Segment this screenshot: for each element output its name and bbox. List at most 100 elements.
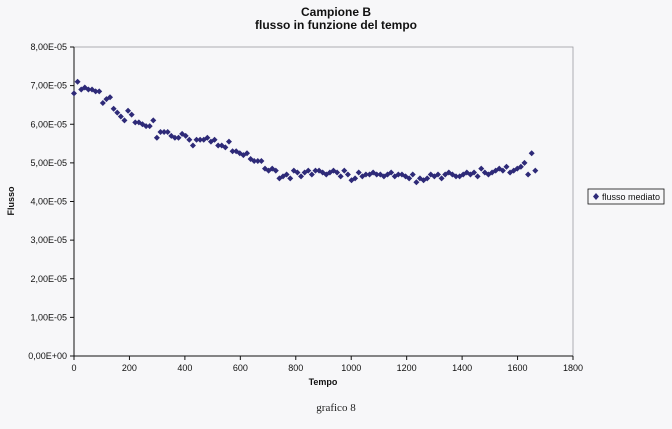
x-tick-label: 1200 [397, 363, 417, 373]
data-point [478, 165, 485, 172]
data-point [121, 117, 128, 124]
data-point [362, 171, 369, 178]
data-point [215, 142, 222, 149]
data-point [85, 86, 92, 93]
data-point [355, 169, 362, 176]
data-point [107, 94, 114, 101]
y-tick-label: 6,00E-05 [30, 119, 67, 129]
data-points [71, 78, 539, 186]
data-point [150, 117, 157, 124]
data-point [334, 169, 341, 176]
chart-subtitle: flusso in funzione del tempo [255, 18, 417, 32]
data-point [125, 107, 132, 114]
x-tick-label: 400 [177, 363, 192, 373]
data-point [474, 173, 481, 180]
x-tick-label: 1400 [452, 363, 472, 373]
data-point [186, 136, 193, 143]
legend-box [587, 188, 665, 205]
data-point [409, 171, 416, 178]
data-point [117, 113, 124, 120]
y-axis-label: Flusso [6, 186, 16, 216]
data-point [157, 128, 164, 135]
data-point [222, 144, 229, 151]
legend-marker-diamond-icon [593, 193, 599, 200]
data-point [525, 171, 532, 178]
data-point [283, 171, 290, 178]
y-tick-label: 3,00E-05 [30, 235, 67, 245]
y-ticks: 0,00E+00 1,00E-05 2,00E-05 3,00E-05 4,00E-05… [28, 42, 74, 361]
y-tick-label: 7,00E-05 [30, 81, 67, 91]
y-tick-label: 0,00E+00 [28, 351, 67, 361]
y-tick-label: 5,00E-05 [30, 158, 67, 168]
data-point [99, 100, 106, 107]
data-point [128, 111, 135, 118]
data-point [528, 150, 535, 157]
data-point [503, 163, 510, 170]
data-point [272, 167, 279, 174]
data-point [254, 157, 261, 164]
data-point [434, 171, 441, 178]
data-point [438, 175, 445, 182]
y-tick-label: 2,00E-05 [30, 274, 67, 284]
data-point [204, 134, 211, 141]
data-point [294, 169, 301, 176]
data-point [406, 175, 413, 182]
data-point [532, 167, 539, 174]
data-point [373, 171, 380, 178]
x-tick-label: 1000 [341, 363, 361, 373]
data-point [92, 88, 99, 95]
data-point [175, 134, 182, 141]
data-point [182, 132, 189, 139]
x-tick-label: 600 [233, 363, 248, 373]
data-point [114, 109, 121, 116]
chart-title: Campione B [301, 5, 371, 19]
x-tick-label: 1600 [508, 363, 528, 373]
data-point [161, 128, 168, 135]
x-axis-label: Tempo [309, 377, 338, 387]
x-tick-label: 200 [122, 363, 137, 373]
x-tick-label: 0 [71, 363, 76, 373]
data-point [243, 150, 250, 157]
data-point [132, 119, 139, 126]
data-point [197, 136, 204, 143]
data-point [424, 175, 431, 182]
data-point [344, 171, 351, 178]
figure-caption: grafico 8 [316, 402, 356, 414]
data-point [413, 179, 420, 186]
x-tick-label: 1800 [563, 363, 583, 373]
data-point [352, 175, 359, 182]
data-point [71, 90, 77, 97]
data-point [341, 167, 348, 174]
data-point [164, 128, 171, 135]
data-point [337, 173, 344, 180]
data-point [471, 169, 478, 176]
data-point [251, 157, 258, 164]
data-point [189, 142, 196, 149]
data-point [74, 78, 81, 85]
data-point [143, 123, 150, 130]
y-tick-label: 4,00E-05 [30, 197, 67, 207]
data-point [287, 175, 294, 182]
data-point [388, 169, 395, 176]
data-point [153, 134, 160, 141]
data-point [229, 148, 236, 155]
data-point [453, 173, 460, 180]
plot-area [73, 46, 574, 357]
data-point [258, 157, 265, 164]
data-point [193, 136, 200, 143]
data-point [521, 159, 528, 166]
data-point [305, 167, 312, 174]
data-point [225, 138, 232, 145]
data-point [499, 167, 506, 174]
data-point [171, 134, 178, 141]
legend-label: flusso mediato [602, 192, 660, 202]
data-point [312, 167, 319, 174]
data-point [517, 163, 524, 170]
y-tick-label: 1,00E-05 [30, 312, 67, 322]
data-point [110, 105, 117, 112]
legend: flusso mediato [587, 188, 665, 205]
x-ticks: 0 200 400 600 800 1000 1200 1400 1600 1800 [71, 356, 583, 373]
x-tick-label: 800 [288, 363, 303, 373]
data-point [96, 88, 103, 95]
